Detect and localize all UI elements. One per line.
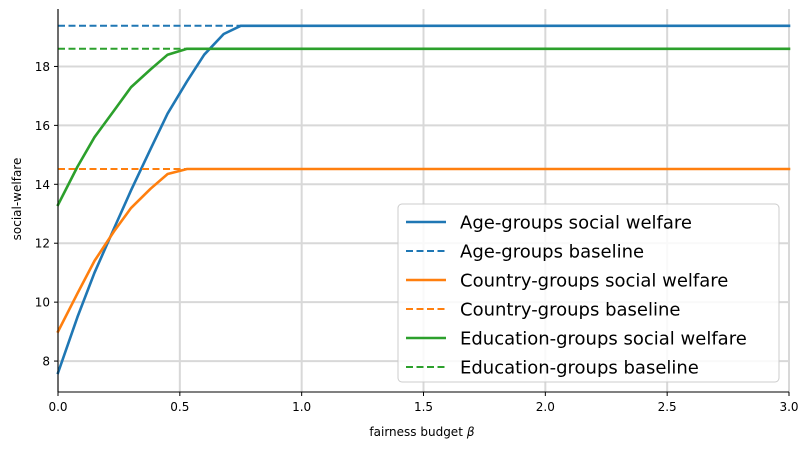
y-axis-label: social-welfare xyxy=(10,158,24,241)
y-tick-label: 18 xyxy=(35,60,50,74)
y-tick-label: 14 xyxy=(35,178,50,192)
legend-label-5: Education-groups baseline xyxy=(460,358,699,379)
x-tick-label: 2.0 xyxy=(536,400,555,414)
series-line-0 xyxy=(56,24,791,375)
ticks: 0.0 0.5 1.0 1.5 2.0 2.5 3.0 8 10 12 14 16 18 xyxy=(35,60,799,414)
y-tick-label: 10 xyxy=(35,296,50,310)
y-tick-label: 12 xyxy=(35,237,50,251)
x-tick-label: 0.0 xyxy=(48,400,67,414)
legend-label-3: Country-groups baseline xyxy=(460,300,680,321)
legend-label-4: Education-groups social welfare xyxy=(460,329,747,350)
legend-label-0: Age-groups social welfare xyxy=(460,213,692,234)
x-tick-label: 3.0 xyxy=(779,400,798,414)
series-line-4 xyxy=(56,47,791,207)
x-axis-label-symbol: β xyxy=(466,425,475,439)
x-tick-label: 0.5 xyxy=(170,400,189,414)
legend-label-1: Age-groups baseline xyxy=(460,242,644,263)
legend-box xyxy=(397,203,780,383)
x-axis-label: fairness budget β xyxy=(369,425,475,439)
legend-label-2: Country-groups social welfare xyxy=(460,271,728,292)
x-tick-label: 2.5 xyxy=(658,400,677,414)
x-tick-label: 1.5 xyxy=(414,400,433,414)
series-layer xyxy=(56,24,791,375)
series-line-2 xyxy=(56,167,791,334)
x-axis-label-text: fairness budget xyxy=(369,425,463,439)
legend: Age-groups social welfare Age-groups base… xyxy=(397,203,780,383)
x-tick-label: 1.0 xyxy=(292,400,311,414)
y-tick-label: 16 xyxy=(35,119,50,133)
y-tick-label: 8 xyxy=(42,355,50,369)
